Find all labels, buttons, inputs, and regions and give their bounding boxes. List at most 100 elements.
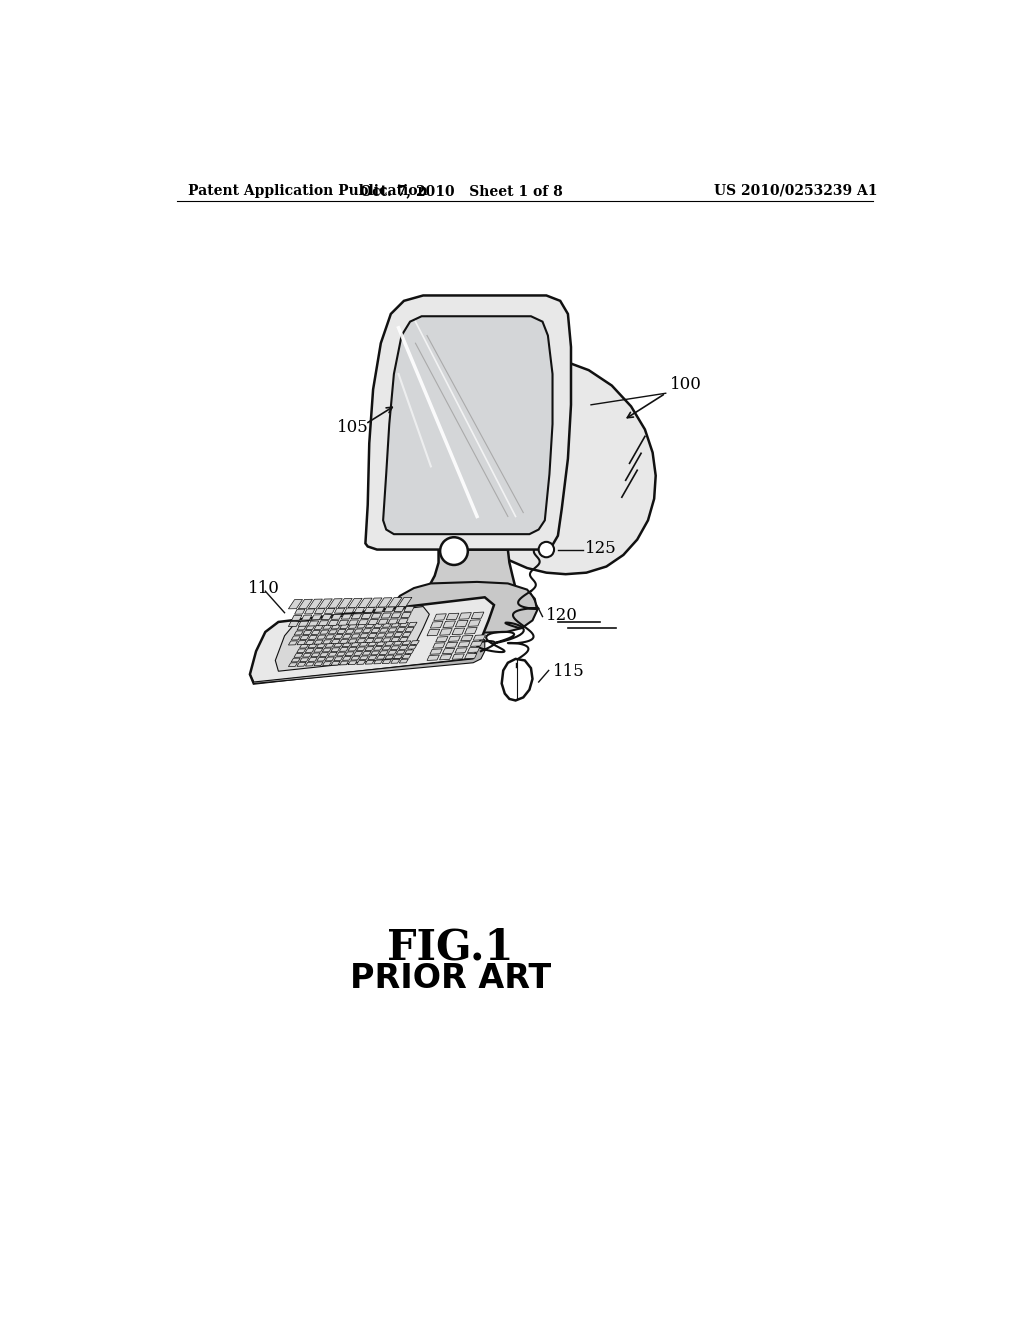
- Polygon shape: [374, 607, 385, 612]
- Polygon shape: [393, 642, 402, 645]
- Polygon shape: [465, 627, 477, 634]
- Polygon shape: [303, 631, 312, 635]
- Polygon shape: [322, 615, 332, 619]
- Polygon shape: [396, 627, 406, 632]
- Polygon shape: [331, 624, 340, 628]
- Polygon shape: [340, 661, 348, 665]
- Polygon shape: [342, 634, 351, 639]
- Polygon shape: [368, 642, 377, 645]
- Polygon shape: [353, 652, 362, 656]
- Circle shape: [539, 543, 554, 557]
- Text: 120: 120: [547, 607, 579, 624]
- Polygon shape: [366, 623, 375, 628]
- Polygon shape: [344, 607, 354, 612]
- Polygon shape: [302, 653, 311, 657]
- Polygon shape: [351, 656, 359, 660]
- Polygon shape: [297, 626, 306, 630]
- Polygon shape: [378, 598, 392, 607]
- Polygon shape: [365, 647, 374, 651]
- Polygon shape: [455, 648, 467, 653]
- Polygon shape: [350, 643, 359, 647]
- Polygon shape: [366, 296, 571, 549]
- Polygon shape: [401, 642, 411, 644]
- Polygon shape: [334, 643, 343, 647]
- Polygon shape: [434, 614, 446, 620]
- Polygon shape: [388, 651, 396, 655]
- Polygon shape: [388, 598, 402, 607]
- Polygon shape: [402, 632, 412, 636]
- Polygon shape: [391, 660, 399, 663]
- Polygon shape: [397, 619, 409, 624]
- Polygon shape: [368, 634, 377, 638]
- Text: Oct. 7, 2010   Sheet 1 of 8: Oct. 7, 2010 Sheet 1 of 8: [360, 183, 563, 198]
- Polygon shape: [362, 628, 372, 632]
- Polygon shape: [348, 624, 357, 628]
- Polygon shape: [329, 599, 342, 609]
- Polygon shape: [334, 656, 343, 660]
- Polygon shape: [354, 628, 362, 634]
- Polygon shape: [356, 639, 366, 643]
- Text: PRIOR ART: PRIOR ART: [349, 962, 551, 995]
- Polygon shape: [289, 599, 302, 609]
- Polygon shape: [323, 624, 332, 630]
- Polygon shape: [314, 661, 323, 665]
- Polygon shape: [362, 651, 371, 655]
- Polygon shape: [361, 614, 372, 619]
- Polygon shape: [297, 649, 306, 653]
- Polygon shape: [456, 620, 468, 627]
- Polygon shape: [298, 622, 309, 626]
- Polygon shape: [502, 659, 532, 701]
- Polygon shape: [408, 645, 417, 649]
- Polygon shape: [396, 651, 406, 653]
- Polygon shape: [326, 657, 334, 661]
- Polygon shape: [275, 607, 429, 671]
- Polygon shape: [335, 609, 345, 614]
- Polygon shape: [323, 648, 332, 652]
- Polygon shape: [305, 626, 314, 630]
- Polygon shape: [368, 656, 377, 660]
- Polygon shape: [452, 653, 464, 659]
- Polygon shape: [399, 659, 409, 663]
- Polygon shape: [314, 609, 325, 614]
- Polygon shape: [348, 647, 357, 651]
- Polygon shape: [313, 648, 323, 652]
- Polygon shape: [314, 626, 324, 630]
- Polygon shape: [342, 643, 351, 647]
- Polygon shape: [465, 653, 477, 659]
- Polygon shape: [331, 661, 340, 665]
- Polygon shape: [427, 630, 439, 636]
- Polygon shape: [337, 652, 346, 656]
- Polygon shape: [326, 635, 335, 639]
- Polygon shape: [385, 642, 394, 645]
- Polygon shape: [340, 639, 349, 643]
- Polygon shape: [329, 630, 338, 634]
- Text: Patent Application Publication: Patent Application Publication: [188, 183, 428, 198]
- Polygon shape: [406, 627, 414, 631]
- Polygon shape: [374, 623, 383, 627]
- Text: FIG.1: FIG.1: [387, 927, 513, 969]
- Polygon shape: [334, 635, 343, 639]
- Polygon shape: [292, 615, 302, 620]
- Polygon shape: [337, 630, 346, 634]
- Polygon shape: [382, 638, 391, 642]
- Polygon shape: [319, 652, 329, 656]
- Polygon shape: [374, 638, 383, 643]
- Polygon shape: [365, 607, 375, 612]
- Polygon shape: [316, 644, 326, 648]
- Polygon shape: [325, 643, 334, 647]
- Polygon shape: [423, 549, 519, 601]
- Polygon shape: [348, 661, 357, 665]
- Polygon shape: [295, 609, 305, 614]
- Polygon shape: [294, 653, 303, 657]
- Polygon shape: [402, 655, 411, 659]
- Polygon shape: [308, 635, 317, 639]
- Text: 105: 105: [337, 418, 369, 436]
- Polygon shape: [331, 648, 340, 652]
- Polygon shape: [289, 640, 298, 645]
- Text: US 2010/0253239 A1: US 2010/0253239 A1: [714, 183, 878, 198]
- Polygon shape: [385, 655, 394, 659]
- Polygon shape: [308, 620, 318, 626]
- Polygon shape: [368, 619, 379, 624]
- Polygon shape: [377, 634, 386, 638]
- Polygon shape: [358, 619, 369, 624]
